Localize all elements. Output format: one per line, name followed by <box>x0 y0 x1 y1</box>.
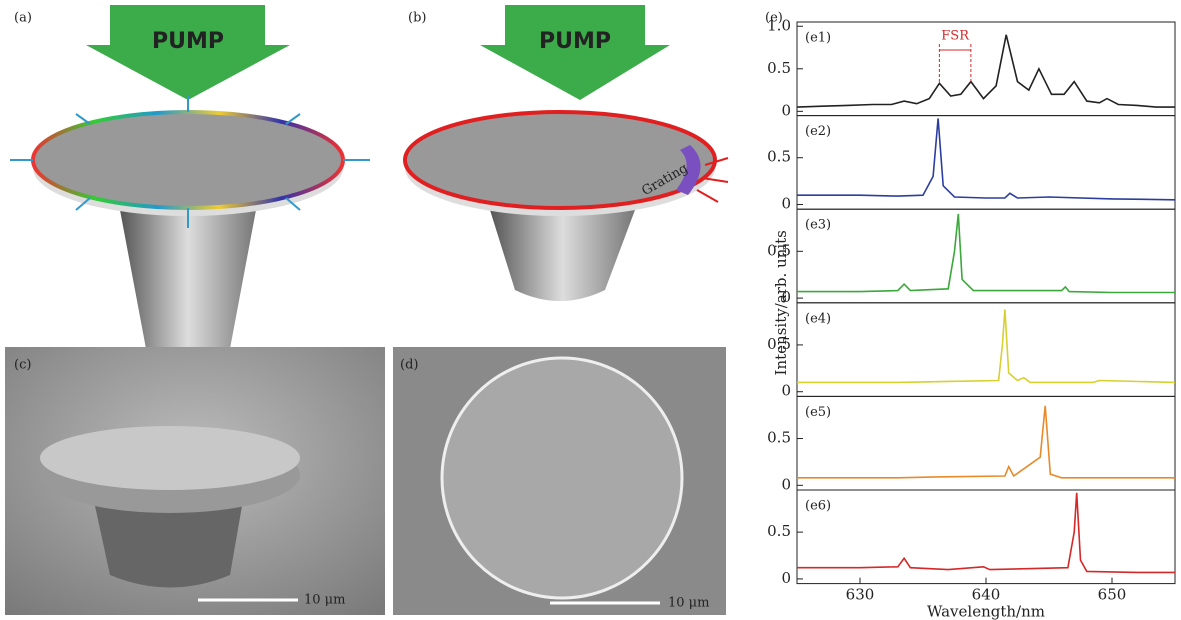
scale-label: 10 μm <box>304 593 345 608</box>
figure: (a) PUMP (b) PUMP Grating (c) 10 μm <box>0 0 1181 620</box>
subplot-label: (e6) <box>805 499 831 514</box>
plot-frame <box>797 209 1175 303</box>
panel-d: (d) 10 μm <box>393 347 726 615</box>
y-tick-label: 0.5 <box>767 335 791 353</box>
panel-label: (d) <box>400 358 418 373</box>
pedestal <box>490 210 635 301</box>
plot-frame <box>797 22 1175 116</box>
subplot-label: (e1) <box>805 31 831 46</box>
subplot-label: (e4) <box>805 311 831 326</box>
annotation: FSR <box>941 29 970 44</box>
plot-frame <box>797 490 1175 584</box>
pump-label: PUMP <box>152 29 224 54</box>
subplot-label: (e3) <box>805 218 831 233</box>
y-tick-label: 0 <box>781 195 791 213</box>
disk <box>40 426 300 490</box>
panel-c: (c) 10 μm <box>5 347 385 615</box>
y-tick-label: 1.0 <box>767 16 791 34</box>
y-tick-label: 0 <box>781 569 791 587</box>
subplot-label: (e2) <box>805 124 831 139</box>
spectrum-line <box>797 214 1175 293</box>
y-tick-label: 0 <box>781 475 791 493</box>
y-tick-label: 0 <box>781 288 791 306</box>
spectrum-line <box>797 118 1175 199</box>
pump-label: PUMP <box>539 29 611 54</box>
x-tick-label: 640 <box>972 586 1001 604</box>
disk <box>405 112 715 208</box>
y-tick-label: 0.5 <box>767 148 791 166</box>
y-tick-label: 0.5 <box>767 522 791 540</box>
x-tick-label: 630 <box>846 586 875 604</box>
spectrum-line <box>797 309 1175 382</box>
spectrum-line <box>797 35 1175 107</box>
panel-a: (a) PUMP <box>10 5 370 381</box>
x-tick-label: 650 <box>1098 586 1127 604</box>
y-tick-label: 0.5 <box>767 429 791 447</box>
spectrum-line <box>797 406 1175 478</box>
x-axis-title: Wavelength/nm <box>927 603 1045 620</box>
y-tick-label: 0.5 <box>767 241 791 259</box>
panel-b: (b) PUMP Grating <box>405 5 728 301</box>
panel-label: (a) <box>14 11 32 26</box>
disk <box>33 112 343 208</box>
panel-label: (b) <box>408 11 426 26</box>
y-tick-label: 0.5 <box>767 59 791 77</box>
disk <box>442 358 682 598</box>
scale-label: 10 μm <box>668 596 709 611</box>
panel-label: (c) <box>14 358 31 373</box>
y-tick-label: 0 <box>781 101 791 119</box>
spectrum-line <box>797 493 1175 573</box>
subplot-label: (e5) <box>805 405 831 420</box>
y-tick-label: 0 <box>781 382 791 400</box>
